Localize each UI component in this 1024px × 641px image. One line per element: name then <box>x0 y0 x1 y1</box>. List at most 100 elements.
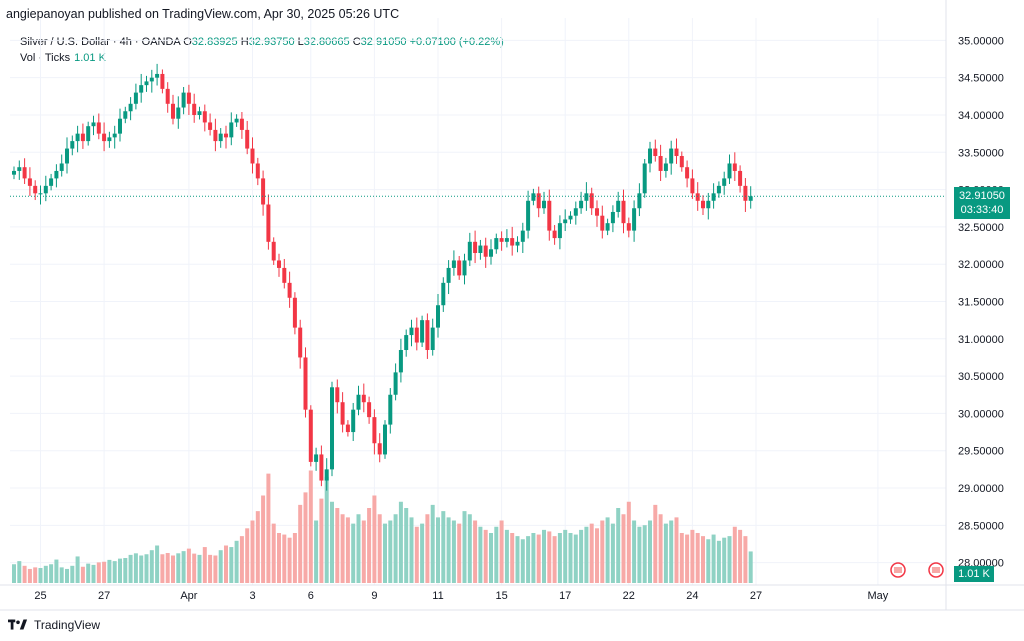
volume-bar <box>637 526 642 583</box>
volume-bar <box>266 473 271 583</box>
volume-bar <box>96 562 101 583</box>
volume-bar <box>43 565 48 583</box>
volume-bar <box>600 520 605 583</box>
candle-body <box>383 424 387 455</box>
candle-body <box>722 178 727 186</box>
candle-body <box>192 103 197 115</box>
candle-body <box>404 335 409 350</box>
volume-bar <box>340 514 345 583</box>
volume-bar <box>552 536 557 583</box>
tradingview-brand[interactable]: TradingView <box>8 618 100 632</box>
candle-body <box>54 170 59 179</box>
candle-body <box>446 267 451 283</box>
volume-bar <box>70 565 75 583</box>
volume-bar <box>446 517 451 583</box>
candle-body <box>414 327 419 343</box>
candle-body <box>430 327 435 350</box>
y-tick-label: 32.50000 <box>958 222 1004 234</box>
candle-body <box>80 133 85 142</box>
volume-bar <box>536 534 541 583</box>
volume-bar <box>494 526 499 583</box>
candle-body <box>478 245 483 254</box>
candle-body <box>282 267 287 283</box>
candle-body <box>176 107 181 119</box>
volume-label[interactable]: Vol · Ticks <box>20 52 71 64</box>
volume-bar <box>430 504 435 583</box>
change-value: +0.07100 (+0.22%) <box>409 36 504 48</box>
candle-body <box>547 200 552 231</box>
candle-body <box>239 118 244 130</box>
symbol-label[interactable]: Silver / U.S. Dollar · 4h · OANDA <box>20 36 181 48</box>
volume-bar <box>229 547 234 583</box>
volume-bar <box>743 536 748 583</box>
x-tick-label: 24 <box>686 590 698 602</box>
candle-body <box>542 200 546 209</box>
volume-value: 1.01 K <box>74 52 106 64</box>
candle-body <box>520 230 525 242</box>
candle-body <box>139 85 144 93</box>
volume-bar <box>38 568 43 583</box>
candle-body <box>160 73 165 89</box>
x-tick-label: Apr <box>180 590 197 602</box>
candle-body <box>716 185 721 194</box>
tradingview-logo-icon <box>8 619 28 630</box>
volume-bar <box>361 520 366 583</box>
candle-body <box>330 387 334 470</box>
candle-body <box>473 241 478 254</box>
candle-body <box>266 204 271 242</box>
candle-body <box>245 129 250 149</box>
volume-bar <box>483 529 488 583</box>
candle-body <box>441 282 446 306</box>
candle-body <box>133 92 138 104</box>
candle-body <box>695 193 700 201</box>
candle-body <box>356 394 361 410</box>
volume-bar <box>287 537 292 583</box>
last-price-badge: 32.91050 03:33:40 <box>954 187 1010 220</box>
volume-bar <box>213 555 218 583</box>
candle-body <box>59 163 64 171</box>
volume-bar <box>632 520 637 583</box>
volume-bar <box>91 564 96 583</box>
volume-bar <box>473 520 478 583</box>
candle-body <box>531 193 536 201</box>
volume-bar <box>181 551 186 583</box>
candle-body <box>165 88 170 104</box>
candle-body <box>234 118 239 123</box>
candle-body <box>340 402 345 425</box>
candle-body <box>663 163 668 171</box>
low-label: L <box>297 36 304 48</box>
candle-body <box>308 409 313 462</box>
candle-body <box>393 372 398 395</box>
volume-bar <box>685 534 690 583</box>
volume-bar <box>663 523 668 583</box>
volume-bar <box>192 553 197 583</box>
volume-bar <box>86 563 91 583</box>
y-tick-label: 31.00000 <box>958 334 1004 346</box>
y-tick-label: 34.00000 <box>958 110 1004 122</box>
volume-bar <box>282 534 287 583</box>
candle-body <box>123 111 128 119</box>
candle-body <box>388 394 393 425</box>
volume-bar <box>208 554 213 583</box>
volume-bar <box>165 553 170 583</box>
x-tick-label: 9 <box>371 590 377 602</box>
low-value: 32.80665 <box>303 36 350 48</box>
volume-bar <box>139 555 144 583</box>
candle-body <box>637 193 642 209</box>
volume-bar <box>356 514 361 583</box>
volume-bar <box>202 547 207 583</box>
candle-body <box>510 238 515 246</box>
volume-bar <box>176 553 181 583</box>
candle-body <box>86 126 91 142</box>
y-tick-label: 31.50000 <box>958 297 1004 309</box>
volume-bar <box>393 514 398 583</box>
candle-body <box>701 200 705 209</box>
candle-body <box>208 122 213 130</box>
y-tick-label: 29.50000 <box>958 446 1004 458</box>
volume-bar <box>102 561 107 583</box>
candle-body <box>149 77 154 82</box>
volume-bar <box>218 550 223 583</box>
volume-bar <box>679 533 684 583</box>
volume-bar <box>716 540 721 583</box>
